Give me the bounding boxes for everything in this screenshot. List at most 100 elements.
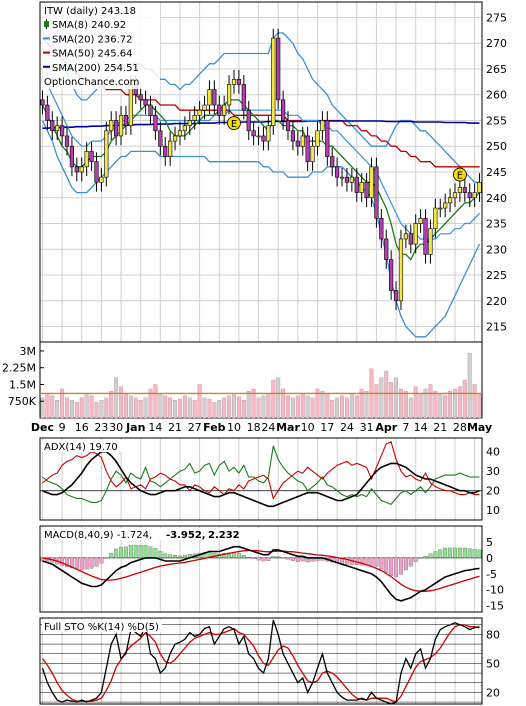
candle-body: [261, 135, 266, 142]
macd-histogram-bar: [403, 557, 408, 571]
candle-body: [339, 176, 345, 179]
volume-bar: [84, 393, 89, 419]
x-axis-date-label: 10: [301, 421, 315, 434]
macd-histogram-bar: [256, 557, 261, 561]
candle-body: [359, 182, 364, 193]
volume-bar: [60, 388, 65, 419]
candle-body: [418, 218, 423, 224]
volume-bar: [65, 397, 69, 419]
macd-label-background: [42, 528, 270, 540]
volume-bar: [335, 397, 340, 419]
macd-histogram-bar: [178, 555, 182, 559]
x-axis-date-label: 18: [247, 421, 261, 434]
candle-body: [128, 84, 133, 126]
sto-k-line: [41, 619, 480, 705]
x-axis-date-label: 24: [340, 421, 354, 434]
volume-bar: [295, 395, 300, 419]
candle-body: [266, 125, 271, 142]
legend-entry: SMA(50) 245.64: [52, 49, 133, 60]
x-axis-date-label: 30: [109, 421, 123, 434]
macd-histogram-bar: [133, 544, 138, 559]
macd-y-tick: -15: [486, 600, 504, 613]
volume-bar: [349, 393, 354, 419]
volume-bar: [320, 391, 325, 419]
candle-body: [94, 161, 99, 183]
candle-body: [271, 37, 276, 126]
sto-panel-label: Full STO %K(14) %D(5): [44, 622, 159, 633]
volume-bar: [364, 391, 369, 419]
signal-value-label: 2.232: [208, 530, 240, 541]
candle-body: [452, 192, 458, 199]
macd-histogram-bar: [114, 548, 119, 559]
macd-y-tick: -10: [486, 584, 504, 597]
volume-bar: [344, 397, 349, 419]
volume-bar: [300, 393, 305, 419]
macd-histogram-bar: [369, 557, 374, 566]
candle-body: [236, 78, 242, 85]
volume-bar: [232, 393, 236, 419]
volume-bar: [266, 393, 271, 419]
candle-body: [123, 115, 129, 126]
volume-bar: [50, 395, 55, 419]
macd-histogram-bar: [84, 557, 89, 570]
volume-bar: [399, 388, 403, 419]
macd-histogram-bar: [384, 557, 389, 573]
macd-histogram-bar: [423, 556, 428, 559]
macd-histogram-bar: [462, 547, 467, 559]
volume-bar: [227, 395, 232, 419]
volume-bar: [55, 399, 60, 419]
x-axis-date-label: 17: [320, 421, 334, 434]
volume-bar: [153, 384, 158, 419]
candle-body: [285, 120, 291, 132]
macd-histogram-bar: [138, 544, 143, 559]
volume-bar: [428, 384, 433, 419]
x-axis-date-label: 28: [453, 421, 467, 434]
macd-signal-line: [42, 549, 480, 592]
sma8-line: [41, 99, 480, 261]
volume-y-tick: 750K: [8, 395, 37, 408]
macd-histogram-bar: [433, 551, 438, 559]
x-axis-date-label: 24: [261, 421, 275, 434]
volume-bar: [462, 379, 467, 419]
macd-histogram-bar: [457, 547, 462, 559]
sto-d-line: [41, 624, 480, 703]
macd-histogram-bar: [344, 557, 349, 565]
macd-y-tick: 5: [486, 536, 493, 549]
volume-bar: [143, 397, 148, 419]
price-y-tick: 255: [486, 114, 507, 127]
macd-histogram-bar: [399, 557, 403, 575]
candle-body: [59, 125, 65, 137]
volume-bar: [94, 402, 99, 419]
macd-histogram-bar: [74, 557, 79, 569]
volume-bar: [187, 397, 192, 419]
macd-histogram-bar: [241, 555, 246, 559]
candle-body: [153, 115, 158, 132]
volume-bar: [340, 395, 344, 419]
candle-body: [374, 166, 379, 219]
volume-bar: [359, 388, 364, 419]
macd-histogram-bar: [389, 557, 394, 576]
candle-body: [251, 130, 256, 137]
candle-body: [182, 125, 187, 132]
volume-bar: [394, 377, 399, 419]
volume-bar: [104, 397, 109, 419]
candle-body: [207, 89, 212, 106]
x-axis-date-label: 14: [148, 421, 162, 434]
candle-body: [256, 135, 261, 138]
candle-body: [393, 290, 399, 302]
price-y-tick: 260: [486, 89, 507, 102]
volume-bar: [408, 397, 413, 419]
candle-body: [246, 109, 251, 132]
x-axis-date-label: 21: [433, 421, 447, 434]
volume-bar: [241, 399, 246, 419]
candle-body: [109, 120, 114, 132]
candle-body: [177, 130, 183, 137]
macd-histogram-bar: [359, 557, 364, 566]
macd-histogram-bar: [148, 546, 153, 559]
macd-histogram-bar: [477, 549, 482, 559]
candle-body: [241, 84, 246, 111]
candle-body: [325, 120, 330, 157]
candle-body: [300, 135, 305, 147]
volume-bar: [69, 399, 74, 419]
candle-body: [192, 115, 197, 121]
